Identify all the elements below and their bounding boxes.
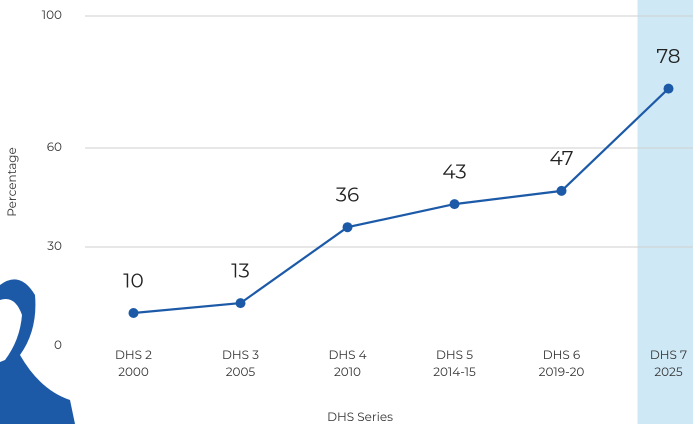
highlight-band bbox=[637, 0, 693, 424]
y-tick-label: 100 bbox=[42, 8, 62, 23]
x-tick-label-line: 2000 bbox=[118, 365, 149, 380]
series-line bbox=[133, 87, 670, 315]
x-tick-label-line: DHS 4 bbox=[328, 348, 366, 363]
x-axis-label: DHS Series bbox=[327, 410, 393, 424]
data-point bbox=[663, 83, 674, 94]
data-label: 10 bbox=[123, 269, 143, 293]
x-tick-label-line: 2019-20 bbox=[539, 365, 585, 380]
data-point bbox=[342, 222, 353, 233]
x-tick-label-line: DHS 6 bbox=[543, 348, 581, 363]
figure-detail bbox=[28, 402, 48, 422]
x-tick-label-line: 2005 bbox=[226, 365, 256, 380]
y-tick-label: 0 bbox=[54, 338, 62, 353]
y-tick-label: 30 bbox=[47, 239, 62, 254]
data-label: 47 bbox=[549, 147, 573, 171]
data-point bbox=[235, 298, 246, 309]
x-tick-label-line: 2014-15 bbox=[433, 365, 476, 380]
data-label: 43 bbox=[442, 160, 466, 184]
data-point bbox=[449, 199, 460, 210]
x-tick-label-line: DHS 3 bbox=[222, 348, 259, 363]
x-tick-label-line: DHS 2 bbox=[115, 348, 152, 363]
x-tick-label-line: 2010 bbox=[334, 365, 361, 380]
x-tick-label-line: 2025 bbox=[654, 365, 683, 380]
x-tick-label: DHS 7 2025 bbox=[650, 348, 687, 380]
illustration bbox=[0, 279, 75, 424]
x-tick-label-line: DHS 5 bbox=[436, 348, 473, 363]
x-tick-label: DHS 5 2014-15 bbox=[433, 348, 476, 380]
x-tick-label-line: DHS 7 bbox=[650, 348, 687, 363]
data-label: 78 bbox=[656, 45, 680, 69]
y-tick-label: 60 bbox=[47, 140, 62, 155]
figure-face bbox=[0, 299, 22, 362]
x-tick-label: DHS 3 2005 bbox=[222, 348, 259, 380]
x-tick-label: DHS 4 2010 bbox=[328, 348, 366, 380]
y-axis-label: Percentage bbox=[5, 147, 20, 217]
data-point bbox=[128, 308, 139, 318]
data-point bbox=[556, 185, 567, 196]
background-layer bbox=[637, 0, 693, 424]
x-tick-label: DHS 6 2019-20 bbox=[539, 348, 585, 380]
data-label: 13 bbox=[231, 259, 250, 283]
x-tick-label: DHS 2 2000 bbox=[115, 348, 152, 380]
data-label: 36 bbox=[336, 183, 359, 207]
